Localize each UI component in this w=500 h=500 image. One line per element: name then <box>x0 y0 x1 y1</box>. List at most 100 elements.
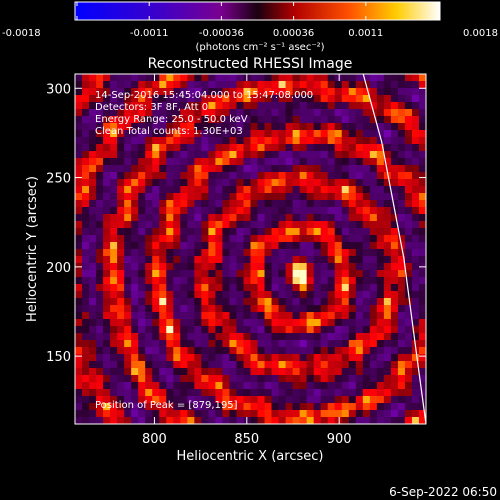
heatmap-cell <box>278 207 286 215</box>
heatmap-cell <box>131 95 139 103</box>
heatmap-cell <box>292 347 300 355</box>
heatmap-cell <box>369 116 378 124</box>
heatmap-cell <box>250 221 258 229</box>
heatmap-cell <box>285 284 293 292</box>
heatmap-cell <box>215 193 223 201</box>
heatmap-cell <box>257 235 265 243</box>
heatmap-cell <box>348 186 357 194</box>
heatmap-cell <box>334 263 343 271</box>
heatmap-cell <box>278 235 286 243</box>
heatmap-cell <box>313 74 321 82</box>
heatmap-cell <box>243 305 251 313</box>
heatmap-cell <box>96 354 104 362</box>
heatmap-cell <box>390 228 399 236</box>
heatmap-cell <box>397 312 406 320</box>
heatmap-cell <box>369 298 378 306</box>
heatmap-cell <box>271 284 279 292</box>
heatmap-cell <box>201 347 209 355</box>
heatmap-cell <box>229 354 237 362</box>
heatmap-cell <box>96 242 104 250</box>
heatmap-cell <box>355 200 364 208</box>
heatmap-cell <box>418 270 426 278</box>
heatmap-cell <box>229 277 237 285</box>
heatmap-cell <box>117 277 125 285</box>
heatmap-cell <box>82 228 90 236</box>
heatmap-cell <box>187 102 195 110</box>
heatmap-cell <box>250 277 258 285</box>
heatmap-cell <box>75 123 83 131</box>
heatmap-cell <box>110 277 118 285</box>
heatmap-cell <box>418 242 426 250</box>
heatmap-cell <box>103 354 111 362</box>
heatmap-cell <box>201 410 209 418</box>
heatmap-cell <box>96 291 104 299</box>
heatmap-cell <box>257 396 265 404</box>
chart-title: Reconstructed RHESSI Image <box>148 56 353 72</box>
heatmap-cell <box>117 172 125 180</box>
heatmap-cell <box>250 172 258 180</box>
heatmap-cell <box>229 123 237 131</box>
heatmap-cell <box>348 179 357 187</box>
heatmap-cell <box>194 368 202 376</box>
heatmap-cell <box>222 186 230 194</box>
heatmap-cell <box>292 235 300 243</box>
heatmap-cell <box>355 88 364 96</box>
heatmap-cell <box>208 417 216 424</box>
heatmap-cell <box>404 347 413 355</box>
heatmap-cell <box>194 179 202 187</box>
heatmap-cell <box>187 312 195 320</box>
heatmap-cell <box>166 165 174 173</box>
heatmap-cell <box>96 186 104 194</box>
heatmap-cell <box>418 354 426 362</box>
heatmap-cell <box>292 333 300 341</box>
heatmap-cell <box>250 144 258 152</box>
heatmap-cell <box>208 389 216 397</box>
heatmap-cell <box>96 403 104 411</box>
heatmap-cell <box>138 347 146 355</box>
heatmap-cell <box>124 109 132 117</box>
heatmap-cell <box>348 410 357 418</box>
heatmap-cell <box>299 319 307 327</box>
heatmap-cell <box>292 263 300 271</box>
heatmap-cell <box>264 256 272 264</box>
heatmap-cell <box>229 312 237 320</box>
heatmap-cell <box>243 88 251 96</box>
heatmap-cell <box>159 193 167 201</box>
heatmap-cell <box>271 347 279 355</box>
heatmap-cell <box>208 179 216 187</box>
heatmap-cell <box>173 228 181 236</box>
heatmap-cell <box>110 95 118 103</box>
heatmap-cell <box>264 88 272 96</box>
heatmap-cell <box>138 88 146 96</box>
heatmap-cell <box>222 130 230 138</box>
heatmap-cell <box>229 249 237 257</box>
heatmap-cell <box>257 291 265 299</box>
heatmap-cell <box>348 102 357 110</box>
heatmap-cell <box>159 221 167 229</box>
heatmap-cell <box>243 151 251 159</box>
heatmap-cell <box>180 95 188 103</box>
heatmap-cell <box>187 235 195 243</box>
heatmap-cell <box>264 319 272 327</box>
heatmap-cell <box>355 193 364 201</box>
heatmap-cell <box>96 158 104 166</box>
heatmap-cell <box>110 214 118 222</box>
heatmap-cell <box>173 375 181 383</box>
heatmap-cell <box>75 207 83 215</box>
heatmap-cell <box>320 102 329 110</box>
heatmap-cell <box>208 172 216 180</box>
heatmap-cell <box>222 221 230 229</box>
heatmap-cell <box>173 347 181 355</box>
heatmap-cell <box>208 277 216 285</box>
heatmap-cell <box>285 319 293 327</box>
heatmap-cell <box>194 389 202 397</box>
heatmap-cell <box>229 291 237 299</box>
heatmap-cell <box>152 165 160 173</box>
heatmap-cell <box>145 298 153 306</box>
heatmap-cell <box>117 193 125 201</box>
heatmap-cell <box>124 347 132 355</box>
heatmap-cell <box>75 319 83 327</box>
heatmap-cell <box>166 340 174 348</box>
heatmap-cell <box>369 179 378 187</box>
heatmap-cell <box>362 389 371 397</box>
